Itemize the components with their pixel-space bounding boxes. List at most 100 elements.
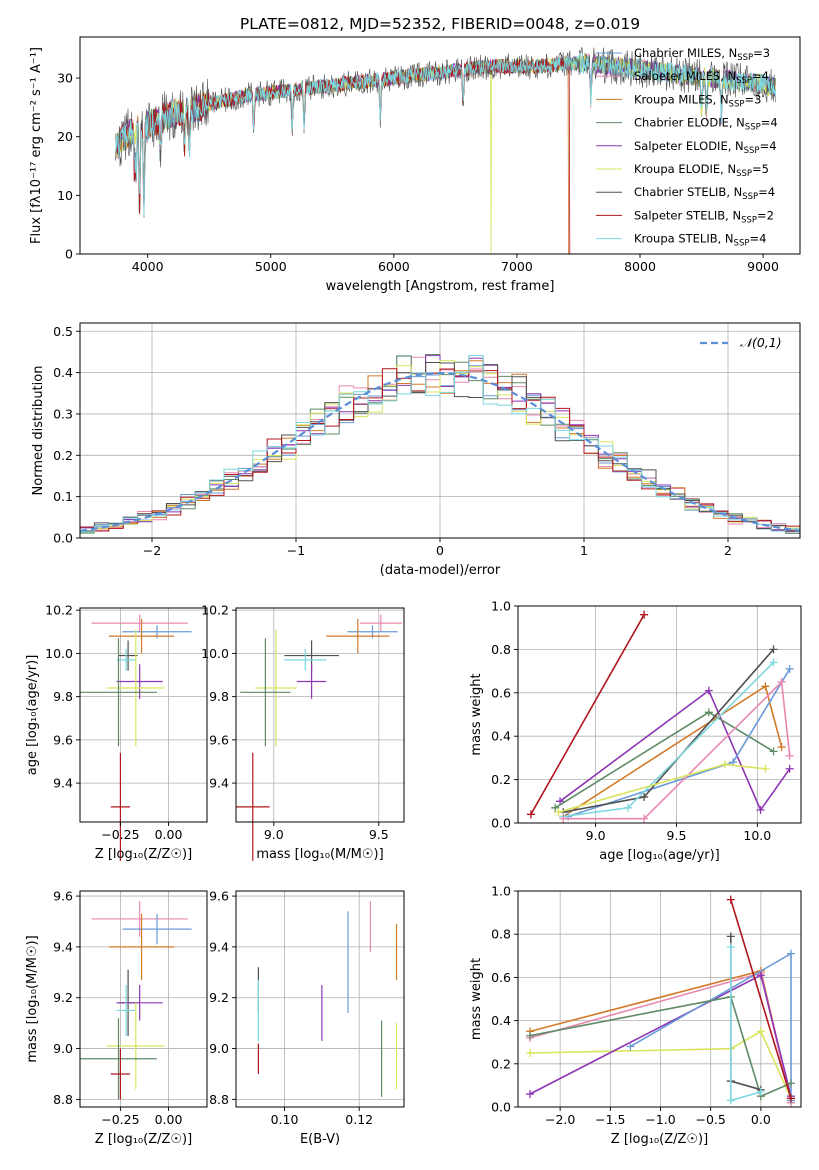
x-axis-label: Z [log₁₀(Z/Z☉)] [95,1132,192,1147]
errorbar-point-ss [110,1048,131,1100]
y-tick-label: 9.2 [209,990,229,1005]
weight-line [529,1030,792,1099]
errorbar-point-sm [359,614,402,632]
y-tick-label: 9.4 [53,939,73,954]
weight-marker [640,814,649,823]
weight-marker [720,760,729,769]
x-tick-label: 5000 [255,259,287,274]
x-tick-label: 7000 [501,259,533,274]
weight-line [530,614,645,815]
frame: −0.25 0.00 8.8 9.0 9.2 9.4 9.6 Z [log₁₀(Z/Z☉)] m… [25,889,208,1147]
frame: 0.10 0.12 8.8 9.0 9.2 9.4 9.6 E(B-V) [209,889,405,1147]
weight-marker [526,1049,535,1057]
spectrum-legend: Chabrier MILES, NSSP=3 Salpeter MILES, NS… [596,46,778,249]
legend-entry-sm: Salpeter MILES, NSSP=4 [634,69,769,86]
errorbar-point-se [116,985,163,1021]
y-axis-label: mass [log₁₀(M/M☉)] [25,935,40,1062]
weight-marker [704,686,713,695]
plot-area-residuals [79,354,801,534]
weight-marker [640,610,649,619]
y-tick-label: 9.6 [209,889,229,904]
errorbar-point-km [108,618,175,654]
y-tick-label: 10.2 [201,603,229,618]
frame: −2.0 −1.5 −1.0 −0.5 0.0 0.0 0.2 0.4 0.6 0.8 1.0 Z [… [469,884,802,1147]
y-tick-label: 0.6 [491,685,511,700]
y-tick-label: 9.4 [209,939,229,954]
histogram-cs [80,362,800,532]
legend-entry-km: Kroupa MILES, NSSP=3 [634,92,761,109]
weight-series-cm [626,949,795,1105]
y-tick-label: 0.8 [491,927,511,942]
x-tick-label: 4000 [132,259,164,274]
weight-marker [761,764,770,773]
legend-entry-normal: 𝒩(0,1) [740,335,782,350]
frame: −2 −1 0 1 2 0.0 0.1 0.2 0.3 0.4 0.5 (data-model)/er… [31,322,801,578]
errorbar-point-se [116,664,163,699]
weight-marker [785,664,794,673]
x-tick-label: −1.0 [645,1112,675,1127]
y-tick-label: 0.2 [491,772,511,787]
y-tick-label: 10 [57,188,73,203]
x-tick-label: −0.25 [101,827,139,842]
x-tick-label: 10.0 [743,828,771,843]
normal-reference-curve [79,371,801,532]
x-axis-label: E(B-V) [300,1132,340,1147]
x-axis-label: mass [log₁₀(M/M☉)] [256,847,383,862]
legend-entry-se: Salpeter ELODIE, NSSP=4 [634,139,777,156]
frame: 4000 5000 6000 7000 8000 9000 0 10 20 30 wavelengt… [29,36,801,294]
weight-line [563,680,791,820]
weight-series-ke [554,760,770,817]
errorbar-point-sm [91,901,188,937]
errorbar-point-ce [80,638,157,747]
x-tick-label: 0.00 [155,1112,183,1127]
x-tick-label: 0.00 [155,827,183,842]
figure-title: PLATE=0812, MJD=52352, FIBERID=0048, z=0… [240,15,640,33]
weight-marker [786,1094,795,1103]
axes-age_vs_Z: −0.25 0.00 9.4 9.6 9.8 10.0 10.2 Z [log₁₀(Z/Z☉)… [25,603,208,862]
y-tick-label: 9.6 [209,732,229,747]
x-axis-label: age [log₁₀(age/yr)] [599,848,720,863]
frame: 9.0 9.5 10.0 0.0 0.2 0.4 0.6 0.8 1.0 age [log₁₀(a… [469,599,802,863]
weight-marker [756,1087,765,1096]
residuals-legend: 𝒩(0,1) [700,335,782,350]
y-tick-label: 1.0 [491,884,511,899]
weight-marker [756,971,765,980]
legend-entry-cm: Chabrier MILES, NSSP=3 [634,46,770,63]
errorbar-point-ss [236,752,270,861]
legend-entry-ss: Salpeter STELIB, NSSP=2 [634,208,774,225]
weight-marker [785,764,794,773]
errorbar-point-ke [106,629,165,747]
x-tick-label: −2 [143,543,161,558]
weight-marker [526,810,535,819]
errorbar-point-ss [110,752,131,861]
y-tick-label: 30 [57,71,73,86]
x-tick-label: 6000 [378,259,410,274]
errorbar-point-ke [106,1002,165,1090]
y-tick-label: 9.0 [53,1041,73,1056]
x-tick-label: −0.25 [101,1112,139,1127]
weight-line [559,689,791,812]
weight-marker [551,803,560,812]
y-tick-label: 0.4 [491,1013,511,1028]
y-tick-label: 1.0 [491,599,511,614]
weight-marker [777,743,786,752]
x-tick-label: 0.12 [345,1112,373,1127]
errorbar-point-se [296,664,327,699]
x-tick-label: 9.0 [264,827,284,842]
x-tick-label: 9.5 [369,827,389,842]
x-tick-label: 8000 [624,259,656,274]
axes-weight_vs_age: 9.0 9.5 10.0 0.0 0.2 0.4 0.6 0.8 1.0 age [log₁₀(a… [469,599,802,863]
weight-marker [640,792,649,801]
weight-series-ce [551,708,778,812]
errorbar-point-ks [116,649,136,671]
x-tick-label: 9000 [747,259,779,274]
weight-marker [786,949,795,958]
legend-entry-ke: Kroupa ELODIE, NSSP=5 [634,162,769,179]
histogram-ks [80,355,800,533]
errorbar-point-ks [116,985,136,1036]
y-tick-label: 0.4 [491,729,511,744]
y-tick-label: 0.8 [491,642,511,657]
weight-marker [623,803,632,812]
weight-series-ss [726,895,795,1103]
legend-entry-ce: Chabrier ELODIE, NSSP=4 [634,116,778,133]
